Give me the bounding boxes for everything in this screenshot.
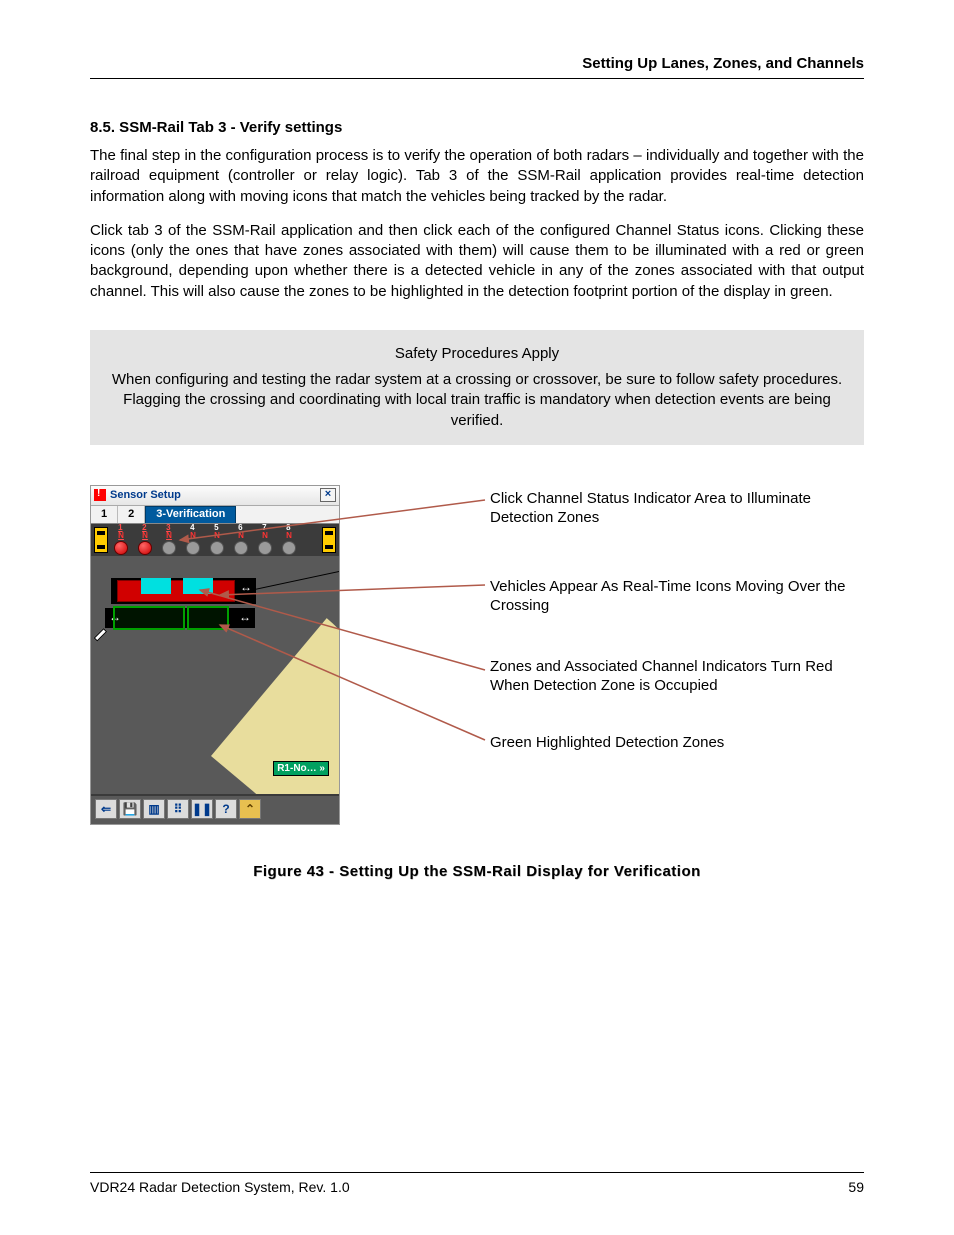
callout-3: Zones and Associated Channel Indicators … bbox=[490, 657, 860, 696]
channel-3[interactable]: 3N bbox=[158, 524, 180, 555]
edit-pencil-icon[interactable] bbox=[94, 626, 117, 649]
window-titlebar: Sensor Setup × bbox=[91, 486, 339, 506]
safety-body: When configuring and testing the radar s… bbox=[108, 370, 846, 431]
channel-dot-icon[interactable] bbox=[234, 541, 248, 555]
vehicle-1 bbox=[141, 578, 171, 594]
back-button[interactable]: ⇐ bbox=[95, 799, 117, 819]
channel-1[interactable]: 1N bbox=[110, 524, 132, 555]
paragraph-2: Click tab 3 of the SSM-Rail application … bbox=[90, 221, 864, 302]
figure-caption: Figure 43 - Setting Up the SSM-Rail Disp… bbox=[90, 863, 864, 880]
footer-left: VDR24 Radar Detection System, Rev. 1.0 bbox=[90, 1179, 350, 1195]
page-footer: VDR24 Radar Detection System, Rev. 1.0 5… bbox=[90, 1172, 864, 1195]
channel-dot-icon[interactable] bbox=[114, 541, 128, 555]
channel-dot-icon[interactable] bbox=[282, 541, 296, 555]
channel-8[interactable]: 8N bbox=[278, 524, 300, 555]
r1-button[interactable]: R1-No… » bbox=[273, 761, 329, 776]
channel-5[interactable]: 5N bbox=[206, 524, 228, 555]
help-button[interactable]: ? bbox=[215, 799, 237, 819]
page-header: Setting Up Lanes, Zones, and Channels bbox=[90, 55, 864, 79]
safety-title: Safety Procedures Apply bbox=[108, 344, 846, 364]
channel-6[interactable]: 6N bbox=[230, 524, 252, 555]
callout-2: Vehicles Appear As Real-Time Icons Movin… bbox=[490, 577, 860, 616]
channel-columns: 1N2N3N4N5N6N7N8N bbox=[110, 524, 300, 555]
sensor-setup-window: Sensor Setup × 1 2 3-Verification 1N2N3N… bbox=[90, 485, 340, 825]
channel-dot-icon[interactable] bbox=[210, 541, 224, 555]
red-zone-1 bbox=[117, 580, 235, 602]
green-zone-2 bbox=[187, 606, 229, 630]
save-button[interactable]: 💾 bbox=[119, 799, 141, 819]
arrow-bi3-icon: ↔ bbox=[239, 610, 251, 624]
vehicle-2 bbox=[183, 578, 213, 594]
figure-wrap: Sensor Setup × 1 2 3-Verification 1N2N3N… bbox=[90, 485, 864, 845]
channel-status-strip[interactable]: 1N2N3N4N5N6N7N8N bbox=[91, 524, 339, 556]
tab-1[interactable]: 1 bbox=[91, 506, 118, 523]
tab-2[interactable]: 2 bbox=[118, 506, 145, 523]
strip-right-cap-icon bbox=[322, 527, 336, 553]
callout-4: Green Highlighted Detection Zones bbox=[490, 733, 860, 753]
channel-dot-icon[interactable] bbox=[162, 541, 176, 555]
tab-3-verification[interactable]: 3-Verification bbox=[145, 506, 236, 523]
channel-dot-icon[interactable] bbox=[258, 541, 272, 555]
config-button[interactable]: ⠿ bbox=[167, 799, 189, 819]
collapse-button[interactable]: ⌃ bbox=[239, 799, 261, 819]
channel-dot-icon[interactable] bbox=[138, 541, 152, 555]
close-button[interactable]: × bbox=[320, 488, 336, 502]
safety-box: Safety Procedures Apply When configuring… bbox=[90, 330, 864, 445]
strip-left-cap-icon bbox=[94, 527, 108, 553]
radar-area: ◄ ↔ ↔ ↔ R1-No… » bbox=[91, 556, 339, 794]
channel-4[interactable]: 4N bbox=[182, 524, 204, 555]
window-title: Sensor Setup bbox=[110, 489, 181, 501]
bottom-toolbar: ⇐ 💾 ▥ ⠿ ❚❚ ? ⌃ bbox=[91, 794, 339, 822]
pause-button[interactable]: ❚❚ bbox=[191, 799, 213, 819]
callout-1: Click Channel Status Indicator Area to I… bbox=[490, 489, 860, 528]
section-heading: 8.5. SSM-Rail Tab 3 - Verify settings bbox=[90, 119, 864, 136]
tab-row: 1 2 3-Verification bbox=[91, 506, 339, 524]
channel-7[interactable]: 7N bbox=[254, 524, 276, 555]
footer-right: 59 bbox=[848, 1179, 864, 1195]
arrow-bi-icon: ↔ bbox=[240, 580, 252, 594]
paragraph-1: The final step in the configuration proc… bbox=[90, 146, 864, 207]
channel-dot-icon[interactable] bbox=[186, 541, 200, 555]
channel-2[interactable]: 2N bbox=[134, 524, 156, 555]
green-zone-1 bbox=[113, 606, 185, 630]
grid-button[interactable]: ▥ bbox=[143, 799, 165, 819]
alert-icon bbox=[94, 489, 106, 501]
